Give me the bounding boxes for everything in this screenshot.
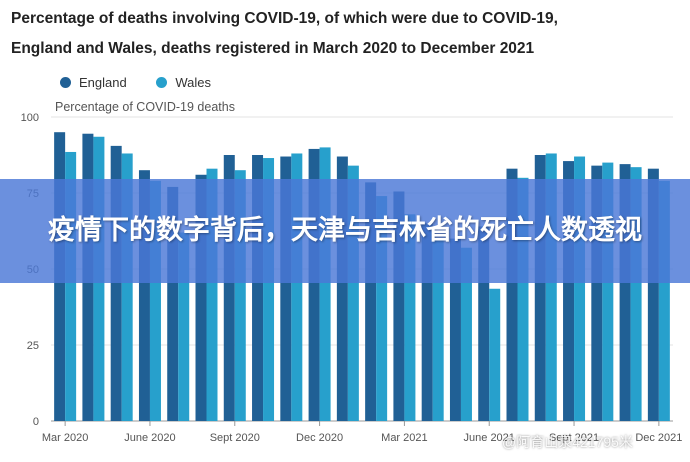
bar-england-7 xyxy=(252,155,264,421)
bar-england-12 xyxy=(393,191,405,421)
bar-wales-8 xyxy=(291,153,303,422)
bar-england-13 xyxy=(421,223,433,421)
bar-england-15 xyxy=(478,226,490,421)
bar-england-8 xyxy=(280,156,292,421)
bar-wales-14 xyxy=(460,247,472,421)
bar-wales-13 xyxy=(432,238,444,421)
legend: England Wales xyxy=(60,75,237,91)
bar-england-5 xyxy=(195,174,207,421)
bar-england-4 xyxy=(167,186,179,421)
bar-england-3 xyxy=(138,170,150,421)
chart-title-line-2: England and Wales, deaths registered in … xyxy=(11,40,535,57)
bar-england-2 xyxy=(110,145,122,421)
x-tick-label-12: Mar 2021 xyxy=(381,432,427,444)
y-tick-label-0: 0 xyxy=(33,416,39,428)
legend-item-wales: Wales xyxy=(156,75,211,90)
bar-wales-21 xyxy=(658,180,670,421)
bar-england-17 xyxy=(534,155,546,421)
bar-wales-19 xyxy=(602,162,614,421)
bar-wales-9 xyxy=(319,147,331,421)
x-tick-label-9: Dec 2020 xyxy=(296,432,343,444)
bar-england-9 xyxy=(308,148,320,422)
watermark: @阿育山泉421795米 xyxy=(502,434,633,450)
bar-england-10 xyxy=(336,156,348,421)
bar-wales-20 xyxy=(630,167,642,421)
y-axis-label: Percentage of COVID-19 deaths xyxy=(55,100,235,114)
y-tick-label-25: 25 xyxy=(27,340,39,352)
headline-text: 疫情下的数字背后，天津与吉林省的死亡人数透视 xyxy=(48,215,642,246)
x-tick-label-18: Sept 2021 xyxy=(549,432,599,444)
bar-wales-7 xyxy=(263,158,275,422)
bar-wales-5 xyxy=(206,168,218,421)
bar-england-11 xyxy=(365,182,377,421)
chart-title: Percentage of deaths involving COVID-19,… xyxy=(11,4,681,64)
legend-item-england: England xyxy=(60,75,127,90)
legend-swatch-wales xyxy=(156,77,168,88)
bar-wales-17 xyxy=(545,153,557,422)
bar-england-6 xyxy=(223,155,235,421)
legend-label-england: England xyxy=(79,75,127,90)
bar-wales-11 xyxy=(376,196,388,421)
bar-wales-4 xyxy=(178,232,190,421)
headline-banner: 疫情下的数字背后，天津与吉林省的死亡人数透视 xyxy=(0,179,690,283)
bar-wales-10 xyxy=(347,165,359,421)
x-tick-label-15: June 2021 xyxy=(464,432,515,444)
chart-title-line-1: Percentage of deaths involving COVID-19,… xyxy=(11,10,558,27)
y-tick-label-100: 100 xyxy=(21,112,39,124)
x-tick-label-3: June 2020 xyxy=(124,432,175,444)
bar-england-14 xyxy=(449,238,461,421)
legend-label-wales: Wales xyxy=(175,75,211,90)
x-tick-label-6: Sept 2020 xyxy=(210,432,260,444)
bar-wales-0 xyxy=(65,151,77,421)
bar-england-18 xyxy=(563,161,575,421)
bar-england-16 xyxy=(506,168,518,421)
bar-wales-16 xyxy=(517,177,529,421)
bar-wales-6 xyxy=(234,170,246,421)
bar-england-21 xyxy=(647,168,659,421)
legend-swatch-england xyxy=(60,77,71,88)
bar-wales-3 xyxy=(149,180,161,421)
bar-wales-2 xyxy=(121,153,133,422)
bar-wales-15 xyxy=(489,288,501,421)
x-tick-label-0: Mar 2020 xyxy=(42,432,88,444)
bar-england-19 xyxy=(591,165,603,421)
bar-wales-12 xyxy=(404,214,416,421)
bar-england-20 xyxy=(619,164,631,421)
x-tick-label-21: Dec 2021 xyxy=(635,432,682,444)
bar-wales-18 xyxy=(574,156,586,421)
